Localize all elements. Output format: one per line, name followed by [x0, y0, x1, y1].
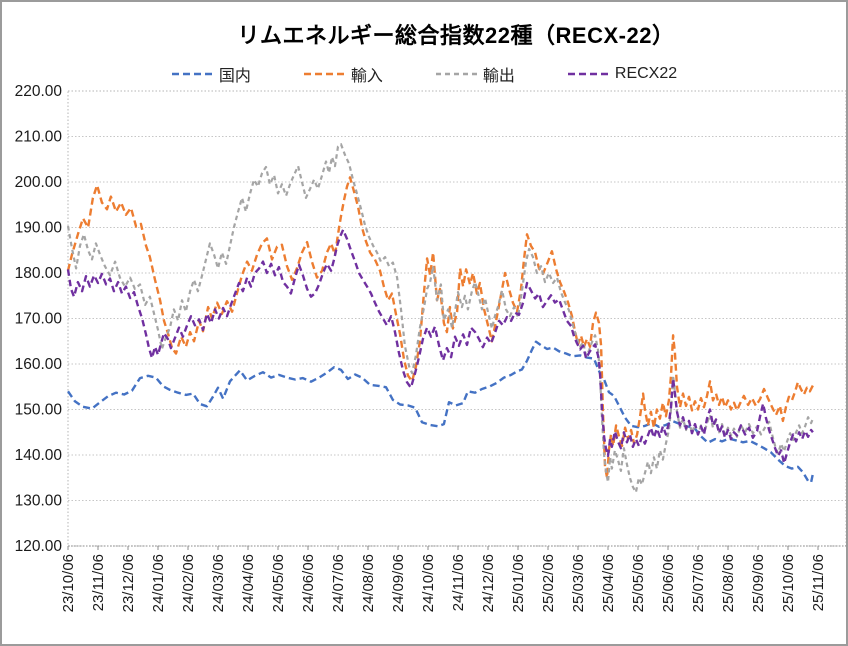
x-axis-tick-label: 24/12/06 [480, 554, 497, 612]
y-axis-tick-label: 140.00 [15, 447, 63, 464]
y-axis-tick-label: 220.00 [15, 83, 63, 100]
x-axis-tick-label: 25/03/06 [570, 554, 587, 612]
x-axis-tick-label: 25/08/06 [720, 554, 737, 612]
y-axis-tick-label: 170.00 [15, 311, 63, 328]
series-line-domestic [67, 340, 815, 484]
x-axis-tick-label: 25/11/06 [810, 554, 827, 611]
legend-label-domestic: 国内 [218, 68, 251, 85]
x-axis-tick-label: 24/02/06 [180, 554, 197, 612]
y-axis-tick-label: 160.00 [15, 356, 63, 373]
x-axis-tick-label: 23/11/06 [90, 554, 107, 611]
x-axis-tick-label: 24/10/06 [420, 554, 437, 612]
x-axis-tick-label: 25/05/06 [630, 554, 647, 612]
legend-line-export-icon [435, 72, 478, 76]
chart-legend: 国内 輸入 輸出 RECX22 [2, 62, 846, 86]
legend-line-import-icon [303, 72, 346, 76]
x-axis-tick-label: 24/06/06 [300, 554, 317, 612]
legend-label-export: 輸出 [482, 68, 515, 85]
y-axis-tick-label: 210.00 [15, 129, 63, 146]
x-axis-tick-label: 25/07/06 [690, 554, 707, 612]
chart-title: リムエネルギー総合指数22種（RECX-22） [237, 23, 675, 48]
x-axis-tick-label: 24/11/06 [450, 554, 467, 611]
x-axis-tick-label: 24/03/06 [210, 554, 227, 612]
legend-item-domestic: 国内 [171, 62, 251, 86]
series-line-recx22 [66, 228, 814, 465]
x-axis-tick-label: 25/06/06 [660, 554, 677, 612]
y-axis-tick-label: 150.00 [15, 402, 63, 419]
y-axis-tick-label: 200.00 [15, 174, 63, 191]
legend-item-recx22: RECX22 [567, 65, 677, 83]
legend-item-import: 輸入 [303, 62, 383, 86]
x-axis-tick-label: 25/02/06 [540, 554, 557, 612]
x-axis-tick-label: 24/09/06 [390, 554, 407, 612]
legend-line-recx22-icon [567, 72, 610, 76]
x-axis-tick-label: 25/10/06 [780, 554, 797, 612]
x-axis-tick-label: 25/04/06 [600, 554, 617, 612]
x-axis-tick-label: 25/01/06 [510, 554, 527, 612]
legend-label-import: 輸入 [350, 68, 383, 85]
x-axis-tick-label: 24/04/06 [240, 554, 257, 612]
x-axis-tick-label: 24/07/06 [330, 554, 347, 612]
y-axis-tick-label: 190.00 [15, 220, 63, 237]
legend-label-recx22: RECX22 [614, 65, 678, 82]
y-axis-tick-label: 180.00 [15, 265, 63, 282]
legend-line-domestic-icon [171, 72, 214, 76]
x-axis-tick-label: 24/01/06 [150, 554, 167, 612]
legend-item-export: 輸出 [435, 62, 515, 86]
x-axis-tick-label: 25/09/06 [750, 554, 767, 612]
x-axis-tick-label: 23/12/06 [120, 554, 137, 612]
y-axis-tick-label: 130.00 [15, 493, 63, 510]
x-axis-tick-label: 24/05/06 [270, 554, 287, 612]
y-axis-tick-label: 120.00 [15, 538, 63, 555]
x-axis-tick-label: 23/10/06 [60, 554, 77, 612]
x-axis-tick-label: 24/08/06 [360, 554, 377, 612]
